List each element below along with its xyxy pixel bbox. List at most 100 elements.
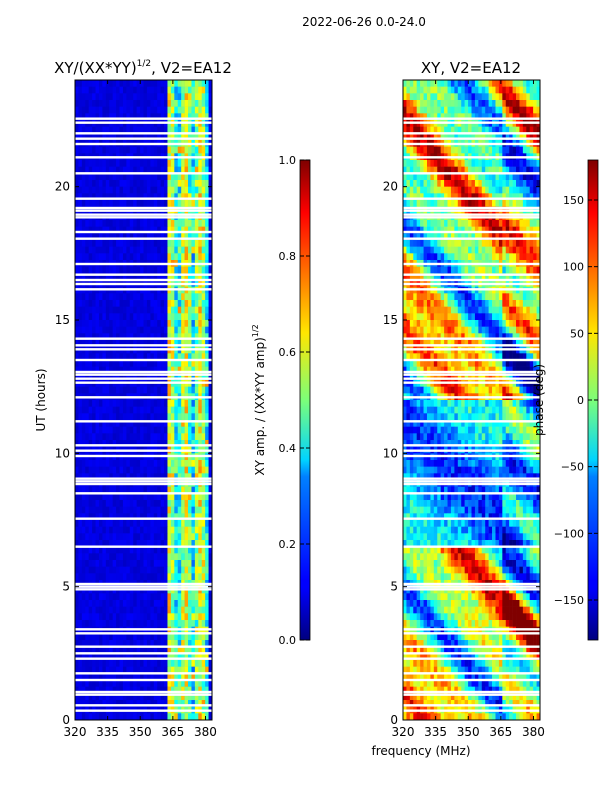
amplitude-cell <box>205 253 209 261</box>
amplitude-cell <box>174 440 179 447</box>
amplitude-cell <box>194 400 199 407</box>
amplitude-cell <box>105 473 110 481</box>
amplitude-cell <box>95 460 100 467</box>
amplitude-cell <box>150 493 155 501</box>
phase-cell <box>492 100 496 107</box>
amplitude-cell <box>205 113 209 121</box>
amplitude-cell <box>191 293 196 301</box>
amplitude-cell <box>122 493 127 501</box>
amplitude-cell <box>140 466 144 474</box>
amplitude-cell <box>133 606 137 614</box>
amplitude-cell <box>150 533 155 541</box>
amplitude-cell <box>112 533 117 541</box>
amplitude-cell <box>88 633 93 641</box>
amplitude-cell <box>164 173 168 181</box>
phase-cell <box>433 86 438 94</box>
amplitude-cell <box>157 560 161 567</box>
amplitude-cell <box>201 186 206 194</box>
amplitude-cell <box>167 173 172 181</box>
amplitude-cell <box>78 233 83 241</box>
phase-cell <box>468 233 472 241</box>
amplitude-cell <box>164 186 168 194</box>
amplitude-cell <box>160 426 165 434</box>
phase-cell <box>502 113 507 121</box>
amplitude-cell <box>160 460 165 467</box>
amplitude-cell <box>181 173 185 181</box>
amplitude-cell <box>201 513 206 521</box>
phase-cell <box>450 146 455 154</box>
phase-cell <box>526 220 531 227</box>
amplitude-cell <box>160 400 165 407</box>
amplitude-cell <box>184 386 189 394</box>
amplitude-cell <box>184 540 189 547</box>
amplitude-cell <box>133 653 137 661</box>
amplitude-cell <box>109 300 113 307</box>
amplitude-cell <box>191 406 196 414</box>
amplitude-cell <box>109 486 113 494</box>
amplitude-cell <box>95 193 100 201</box>
amplitude-cell <box>157 680 161 687</box>
phase-cell <box>481 233 486 241</box>
amplitude-cell <box>92 86 96 94</box>
amplitude-cell <box>143 180 148 187</box>
amplitude-cell <box>205 226 209 234</box>
amplitude-cell <box>116 473 120 481</box>
amplitude-cell <box>102 200 107 207</box>
amplitude-cell <box>174 533 179 541</box>
amplitude-cell <box>109 186 113 194</box>
amplitude-cell <box>150 326 155 334</box>
phase-cell <box>488 193 493 201</box>
amplitude-cell <box>188 506 192 514</box>
amplitude-cell <box>102 513 107 521</box>
phase-cell <box>492 86 496 94</box>
amplitude-cell <box>184 186 189 194</box>
amplitude-cell <box>208 180 212 187</box>
amplitude-cell <box>150 306 155 314</box>
amplitude-cell <box>177 420 182 427</box>
amplitude-cell <box>126 320 131 327</box>
amplitude-cell <box>143 693 148 701</box>
amplitude-cell <box>85 606 89 614</box>
phase-cell <box>481 146 486 154</box>
amplitude-cell <box>78 680 83 687</box>
amplitude-cell <box>78 686 83 694</box>
phase-cell <box>536 193 540 201</box>
amplitude-cell <box>208 493 212 501</box>
amplitude-cell <box>112 486 117 494</box>
phase-cell <box>529 113 534 121</box>
phase-cell <box>471 160 476 167</box>
amplitude-cell <box>143 373 148 381</box>
amplitude-cell <box>136 593 141 601</box>
amplitude-cell <box>157 440 161 447</box>
amplitude-cell <box>184 240 189 247</box>
amplitude-cell <box>191 200 196 207</box>
amplitude-cell <box>81 193 86 201</box>
amplitude-cell <box>129 466 134 474</box>
amplitude-cell <box>116 126 120 134</box>
amplitude-cell <box>181 366 185 374</box>
amplitude-cell <box>140 186 144 194</box>
amplitude-colorbar-tick-label: 0.8 <box>279 250 297 263</box>
amplitude-cell <box>129 293 134 301</box>
amplitude-cell <box>146 166 151 174</box>
amplitude-cell <box>184 266 189 274</box>
amplitude-cell <box>75 313 79 321</box>
phase-cell <box>516 126 520 134</box>
amplitude-cell <box>167 600 172 607</box>
amplitude-cell <box>198 693 203 701</box>
amplitude-cell <box>181 340 185 347</box>
phase-cell <box>526 106 531 114</box>
phase-cell <box>433 200 438 207</box>
amplitude-cell <box>85 500 89 507</box>
phase-cell <box>536 246 540 254</box>
amplitude-cell <box>78 533 83 541</box>
amplitude-cell <box>201 273 206 281</box>
amplitude-cell <box>75 433 79 441</box>
amplitude-cell <box>126 526 131 534</box>
amplitude-cell <box>191 226 196 234</box>
amplitude-cell <box>143 593 148 601</box>
amplitude-cell <box>201 400 206 407</box>
amplitude-cell <box>160 560 165 567</box>
amplitude-cell <box>122 713 127 720</box>
amplitude-cell <box>105 620 110 627</box>
